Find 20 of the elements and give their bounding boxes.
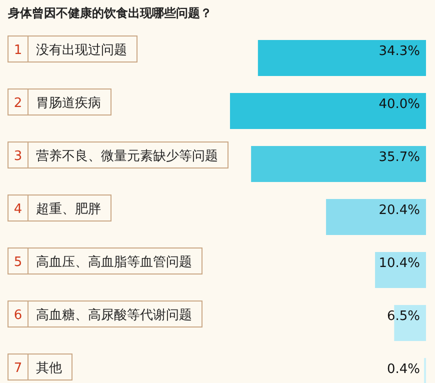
y-tick-label: 3 营养不良、微量元素缺少等问题	[14, 148, 218, 164]
text: 身体曾因不健康的饮食出现哪些问题？	[7, 6, 212, 20]
y-tick-label: 5 高血压、高血脂等血管问题	[14, 254, 192, 270]
bar	[230, 93, 426, 129]
data-label: 34.3%	[378, 44, 420, 59]
data-label: 10.4%	[378, 256, 420, 271]
y-tick-label: 6 高血糖、高尿酸等代谢问题	[14, 307, 192, 323]
bar	[326, 199, 426, 235]
y-tick-label: 7 其他	[14, 361, 62, 376]
data-label: 35.7%	[378, 150, 420, 165]
data-label: 0.4%	[386, 362, 420, 377]
y-tick-label: 4 超重、肥胖	[14, 202, 101, 217]
data-label: 40.0%	[378, 97, 420, 112]
data-label: 6.5%	[386, 309, 420, 324]
bar	[251, 146, 426, 182]
data-label: 20.4%	[378, 203, 420, 218]
bar	[375, 252, 426, 288]
bar	[258, 40, 426, 76]
y-tick-label: 2 胃肠道疾病	[14, 96, 101, 111]
y-tick-label: 1 没有出现过问题	[14, 43, 127, 58]
